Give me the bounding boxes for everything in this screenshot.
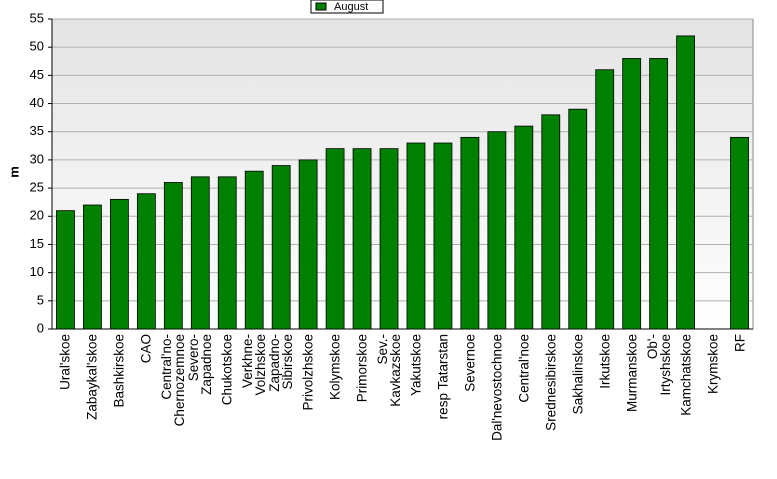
bar <box>352 148 372 330</box>
bar <box>379 148 399 330</box>
x-tick-label: Verkhne- Volzhskoe <box>240 334 269 396</box>
x-tick-label: Central'no- Chernozemnoe <box>159 334 188 427</box>
bar <box>568 108 588 330</box>
legend-label: August <box>334 1 368 13</box>
bar <box>83 204 102 330</box>
x-tick-label: Bashkirskoe <box>111 334 127 408</box>
y-tick-label: 15 <box>30 236 44 251</box>
x-tick-label: Dal'nevostochnoe <box>489 334 505 441</box>
bar <box>649 58 669 330</box>
x-tick-label: Irkutskoe <box>597 334 613 389</box>
y-tick-label: 40 <box>30 95 44 110</box>
y-axis-label: m <box>6 166 21 178</box>
bar <box>325 148 345 330</box>
y-tick-label: 20 <box>30 208 44 223</box>
bar <box>460 136 480 330</box>
bar <box>514 125 534 330</box>
bar <box>271 165 291 330</box>
bar <box>595 69 615 330</box>
plot-area <box>51 18 754 330</box>
legend-box <box>310 0 384 14</box>
x-tick-label: CAO <box>138 334 154 364</box>
y-tick-label: 45 <box>30 67 44 82</box>
bar <box>56 210 75 330</box>
y-tick-label: 25 <box>30 180 44 195</box>
x-tick-label: Krymskoe <box>705 334 721 395</box>
x-tick-label: Privolzhskoe <box>300 334 316 411</box>
bar <box>730 136 749 330</box>
bar <box>298 159 318 330</box>
bar <box>676 35 695 330</box>
legend-swatch <box>315 2 327 11</box>
y-tick-label: 10 <box>30 264 44 279</box>
bar <box>406 142 426 330</box>
x-tick-label: Kolymskoe <box>327 334 343 401</box>
bar <box>163 182 183 330</box>
bar <box>487 131 507 330</box>
x-tick-label: Chukotskoe <box>219 334 235 406</box>
bar <box>110 198 129 330</box>
x-tick-label: Central'noe <box>516 334 532 403</box>
bar <box>136 193 156 330</box>
x-tick-label: Zapadno- Sibirskoe <box>267 334 296 392</box>
x-tick-label: Ural'skoe <box>57 334 73 390</box>
bar <box>190 176 210 330</box>
x-tick-label: Primorskoe <box>354 334 370 403</box>
x-tick-label: Sakhalinskoe <box>570 334 586 415</box>
x-tick-label: Kamchatskoe <box>678 334 694 416</box>
x-tick-label: Ob'- Irtyshskoe <box>644 334 673 396</box>
y-tick-label: 30 <box>30 151 44 166</box>
x-tick-label: Severo- Zapadnoe <box>186 334 215 395</box>
x-tick-label: Sev.- Kavkazskoe <box>375 334 404 407</box>
x-tick-label: Srednesibirskoe <box>543 334 559 431</box>
x-tick-label: Zabaykal'skoe <box>84 334 100 420</box>
y-tick-label: 50 <box>30 39 44 54</box>
x-tick-label: Severnoe <box>462 334 478 392</box>
x-tick-label: resp Tatarstan <box>435 334 451 420</box>
bar <box>433 142 453 330</box>
x-tick-label: RF <box>732 334 748 352</box>
y-tick-label: 55 <box>30 10 44 25</box>
x-tick-label: Yakutskoe <box>408 334 424 397</box>
x-tick-label: Murmanskoe <box>624 334 640 413</box>
y-tick-label: 35 <box>30 123 44 138</box>
bar <box>217 176 237 330</box>
y-tick-label: 5 <box>37 292 44 307</box>
bar <box>541 114 561 330</box>
bar <box>244 170 264 330</box>
y-tick-label: 0 <box>37 320 44 335</box>
bar <box>622 58 642 330</box>
